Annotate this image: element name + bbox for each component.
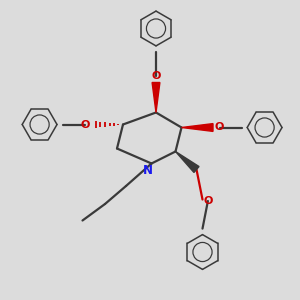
Text: O: O bbox=[215, 122, 224, 133]
Text: O: O bbox=[203, 196, 213, 206]
Polygon shape bbox=[176, 152, 199, 172]
Text: O: O bbox=[80, 119, 90, 130]
Text: O: O bbox=[151, 71, 161, 81]
Text: N: N bbox=[143, 164, 153, 177]
Polygon shape bbox=[182, 124, 213, 131]
Polygon shape bbox=[152, 82, 160, 112]
